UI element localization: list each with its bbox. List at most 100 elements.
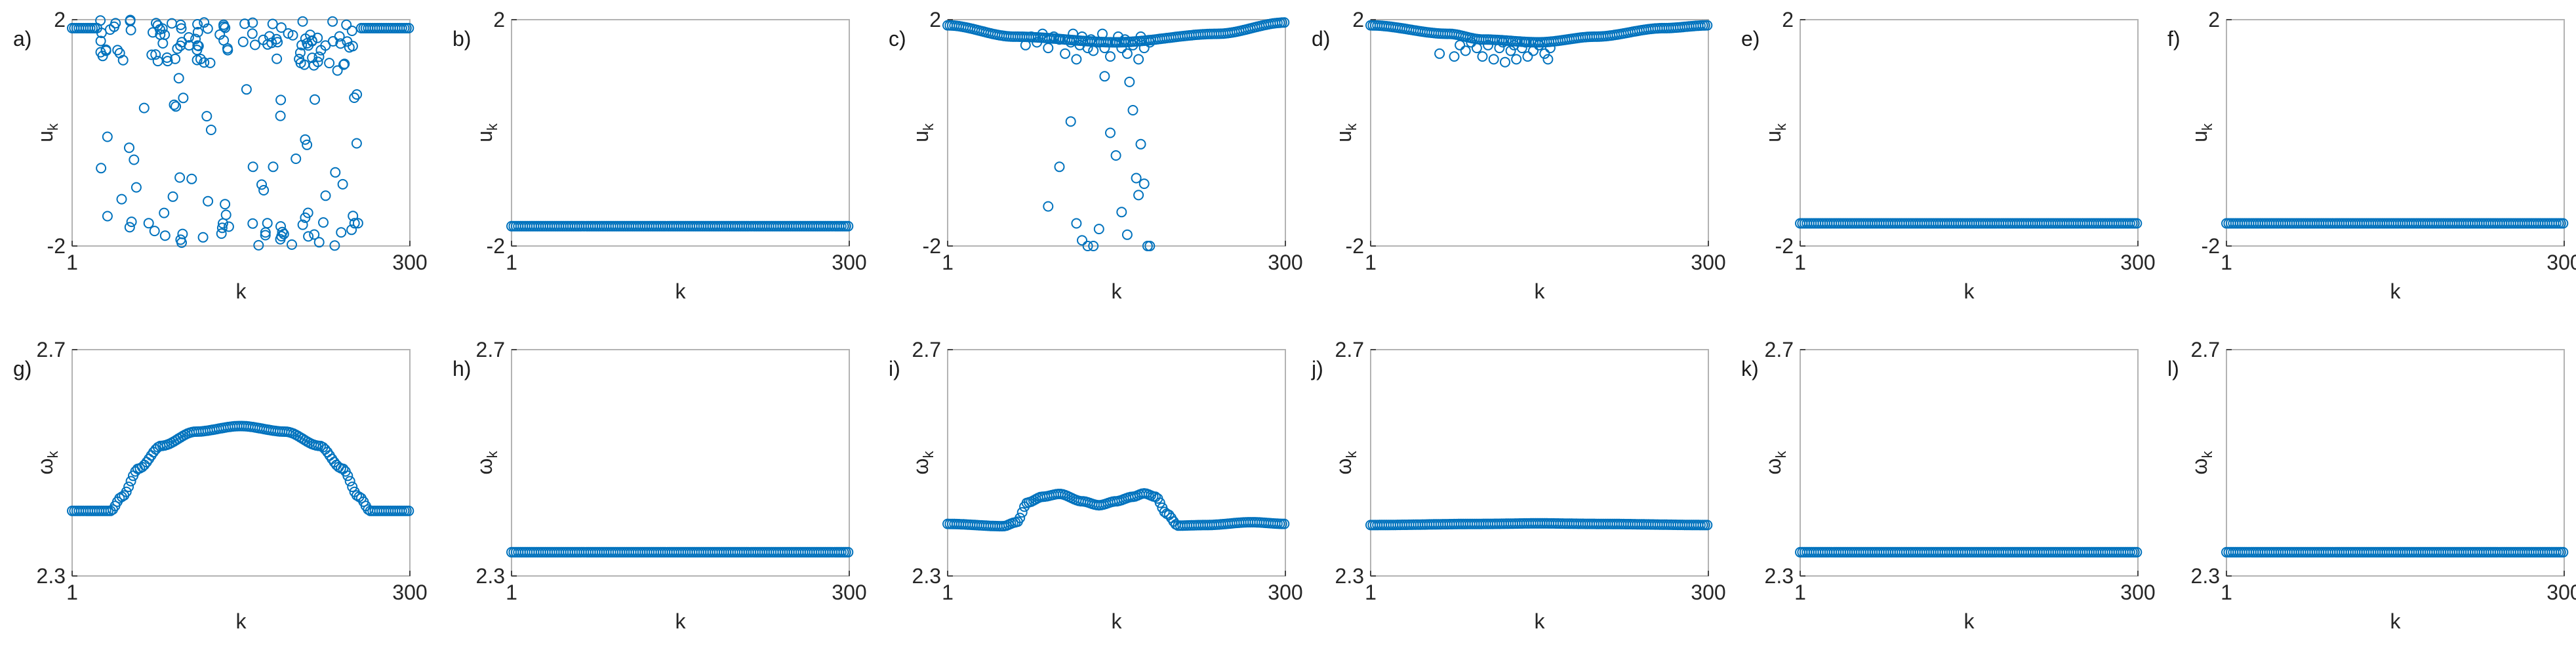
y-tick-label: 2 [54,8,66,31]
data-point [146,49,157,60]
data-point [239,18,251,30]
data-point [117,54,129,66]
data-point [218,35,230,46]
data-point [1088,45,1099,56]
panel-d: 1 300 2 -2 k uk d) [1312,8,1726,303]
data-point [216,228,227,239]
data-series [2221,218,2569,229]
data-point [1124,76,1135,87]
y-tick-label: -2 [487,234,505,258]
y-tick-label: 2.3 [1765,564,1794,588]
data-point [112,45,123,56]
plot-frame [71,19,411,247]
data-point [1511,54,1522,65]
data-point [1449,51,1460,62]
data-series [506,220,854,232]
panel-l: 1 300 2.7 2.3 k ωk l) [2167,338,2576,633]
y-axis-label: ωk [2188,451,2215,475]
data-point [178,92,189,104]
data-point [1133,190,1144,201]
data-point [247,28,258,39]
data-point [1071,218,1082,229]
data-point [1154,497,1165,508]
data-series [942,488,1290,532]
panel-label: l) [2167,357,2179,380]
data-point [170,53,181,64]
data-point [275,94,287,106]
data-point [1099,71,1110,82]
data-point [100,45,111,56]
data-point [1082,241,1093,251]
data-point [247,218,258,229]
data-point [1539,48,1550,59]
x-tick-label: 300 [2546,581,2576,604]
data-point [124,142,134,154]
x-tick-label: 1 [1794,581,1806,604]
data-point [197,232,209,243]
data-point [220,22,231,33]
data-series [67,14,414,251]
data-point [1016,507,1028,518]
data-point [1544,43,1556,54]
x-axis-label: k [1964,279,1975,303]
data-point [175,40,186,51]
y-tick-label: 2 [2208,8,2220,31]
data-point [313,237,325,248]
data-point [161,52,172,63]
data-point [174,172,186,183]
data-point [338,59,349,70]
data-point [199,17,210,28]
plot-frame [511,19,850,247]
data-point [143,218,154,229]
data-point [241,84,252,95]
data-point [334,31,345,42]
x-tick-label: 300 [1691,251,1725,274]
data-point [1144,37,1156,48]
data-point [403,22,414,33]
data-point [342,470,353,482]
data-series [1365,518,1713,531]
data-point [305,30,315,41]
data-point [1497,37,1508,48]
data-point [191,45,203,56]
data-point [121,486,132,497]
panel-b: 1 300 2 -2 k uk b) [453,8,867,303]
x-tick-label: 1 [942,581,954,604]
data-point [315,45,327,56]
data-point [332,65,343,76]
y-tick-label: -2 [1775,234,1794,258]
data-point [249,39,260,51]
data-point [1105,51,1116,62]
x-axis-label: k [236,609,247,633]
data-point [1144,241,1156,251]
data-point [344,42,355,53]
plot-frame [947,19,1286,247]
panel-label: j) [1311,357,1323,380]
data-point [1105,127,1116,138]
data-point [1494,43,1505,54]
plot-frame [1800,349,2139,577]
panel-label: f) [2167,27,2181,51]
data-point [116,194,127,205]
data-point [253,239,264,251]
data-point [299,59,310,70]
data-point [155,29,166,40]
y-axis-label: ωk [473,451,500,475]
data-point [1116,207,1127,218]
data-point [148,27,158,38]
data-point [318,217,329,228]
data-point [267,18,278,30]
data-point [309,229,320,240]
data-point [336,227,347,238]
panel-label: b) [453,27,471,51]
data-point [300,134,311,145]
data-point [310,94,320,105]
x-tick-label: 1 [66,581,78,604]
data-point [1110,37,1121,48]
data-point [1434,48,1445,59]
data-point [296,39,308,51]
data-point [1279,17,1290,28]
y-tick-label: 2.7 [912,338,941,361]
y-axis-label: uk [473,123,500,142]
data-point [1505,45,1516,56]
